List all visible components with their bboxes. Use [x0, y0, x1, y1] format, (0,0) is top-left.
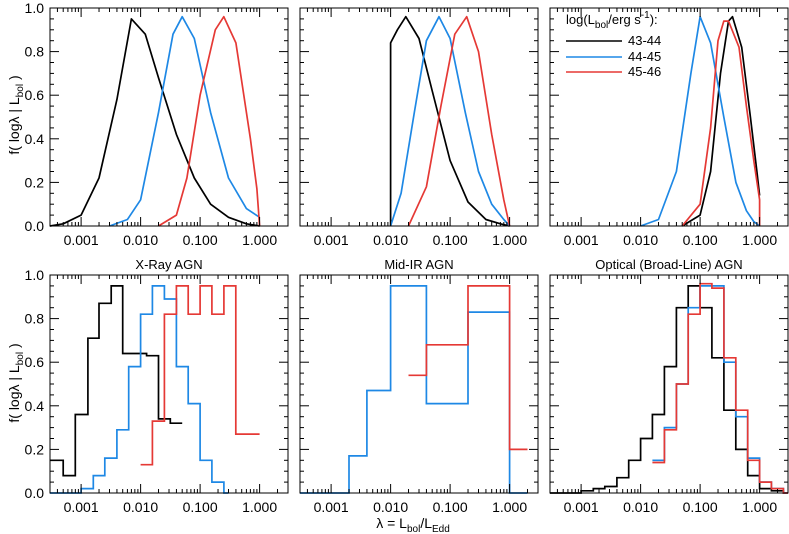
legend-label-44-45: 44-45 [628, 49, 661, 64]
plot-frame [299, 274, 539, 494]
x-tick-label: 0.010 [623, 232, 658, 248]
x-tick-label: 1.000 [742, 499, 777, 515]
y-tick-label: 1.0 [25, 267, 45, 283]
series-43-44-panel-0-2 [681, 15, 761, 227]
series-44-45-panel-1-0 [50, 285, 229, 494]
series-45-46-panel-0-1 [407, 15, 511, 227]
series-43-44-panel-0-0 [49, 18, 260, 227]
y-axis-label-bottom: f( logλ | Lbol ) [6, 343, 26, 422]
panel-1-1: 0.001 0.010 0.100 1.000 Mid-IR AGN [299, 257, 539, 515]
y-tick-label: 0.0 [25, 485, 45, 501]
x-tick-label: 0.100 [433, 499, 468, 515]
series-45-46-panel-1-0 [140, 285, 260, 466]
panel-0-2: 0.001 0.010 0.100 1.000 [549, 7, 789, 248]
series-44-45-panel-1-1 [300, 285, 528, 494]
plot-frame [49, 274, 289, 494]
x-tick-label: 0.010 [373, 232, 408, 248]
x-tick-label: 0.010 [373, 499, 408, 515]
x-tick-label: 0.100 [183, 232, 218, 248]
legend: log(Lbol/erg s-1): 43-44 44-45 45-46 [566, 10, 661, 79]
y-tick-label: 0.0 [25, 218, 45, 234]
y-tick-label: 0.8 [25, 44, 45, 60]
y-tick-label: 0.2 [25, 441, 45, 457]
series-45-46-panel-0-2 [681, 20, 761, 227]
y-tick-label: 0.6 [25, 354, 45, 370]
x-tick-label: 0.100 [433, 232, 468, 248]
x-tick-label: 1.000 [742, 232, 777, 248]
y-tick-label: 0.8 [25, 311, 45, 327]
x-tick-label: 1.000 [242, 499, 277, 515]
series-45-46-panel-1-2 [652, 282, 788, 494]
panel-0-0: 0.001 0.010 0.100 1.000 0.0 0.2 0.4 0.6 0.8 1.0 [25, 0, 289, 248]
series-43-44-panel-1-2 [550, 285, 788, 494]
legend-label-43-44: 43-44 [628, 33, 661, 48]
plot-frame [49, 7, 289, 227]
panel-title: X-Ray AGN [135, 257, 202, 272]
x-axis-label: λ = Lbol/LEdd [376, 515, 450, 534]
x-tick-label: 0.010 [123, 232, 158, 248]
y-tick-label: 0.4 [25, 131, 45, 147]
x-tick-label: 0.100 [183, 499, 218, 515]
y-tick-label: 0.2 [25, 174, 45, 190]
x-tick-label: 0.100 [683, 232, 718, 248]
x-tick-label: 0.001 [564, 232, 599, 248]
series-43-44-panel-0-1 [389, 15, 510, 227]
x-tick-label: 1.000 [492, 232, 527, 248]
x-tick-label: 0.001 [314, 499, 349, 515]
y-tick-label: 0.4 [25, 398, 45, 414]
x-tick-label: 1.000 [492, 499, 527, 515]
series-44-45-panel-0-0 [109, 15, 261, 227]
panel-title: Mid-IR AGN [384, 257, 453, 272]
series-45-46-panel-0-0 [158, 15, 261, 227]
x-tick-label: 0.100 [683, 499, 718, 515]
series-44-45-panel-0-2 [640, 15, 761, 227]
series-45-46-panel-1-1 [408, 285, 528, 451]
panel-title: Optical (Broad-Line) AGN [595, 257, 742, 272]
x-tick-label: 0.001 [564, 499, 599, 515]
y-axis-label-top: f( logλ | Lbol ) [6, 75, 26, 154]
x-tick-label: 0.001 [314, 232, 349, 248]
x-tick-label: 0.010 [623, 499, 658, 515]
panel-1-0: 0.001 0.010 0.100 1.000 0.0 0.2 0.4 0.6 0.8 1.0 X-… [25, 257, 289, 515]
x-tick-label: 0.001 [64, 499, 99, 515]
series-43-44-panel-1-0 [50, 285, 183, 477]
legend-label-45-46: 45-46 [628, 64, 661, 79]
x-tick-label: 0.010 [123, 499, 158, 515]
y-tick-label: 0.6 [25, 87, 45, 103]
series-44-45-panel-0-1 [389, 15, 511, 227]
x-tick-label: 0.001 [64, 232, 99, 248]
panels: 0.001 0.010 0.100 1.0000.00.20.40.60.81.00.… [25, 0, 789, 515]
legend-title: log(Lbol/erg s-1): [566, 10, 658, 31]
y-tick-label: 1.0 [25, 0, 45, 16]
series-44-45-panel-1-2 [652, 285, 788, 494]
panel-1-2: 0.001 0.010 0.100 1.000 Optical (Broad-Line)… [549, 257, 789, 515]
panel-0-1: 0.001 0.010 0.100 1.000 [299, 7, 539, 248]
x-tick-label: 1.000 [242, 232, 277, 248]
